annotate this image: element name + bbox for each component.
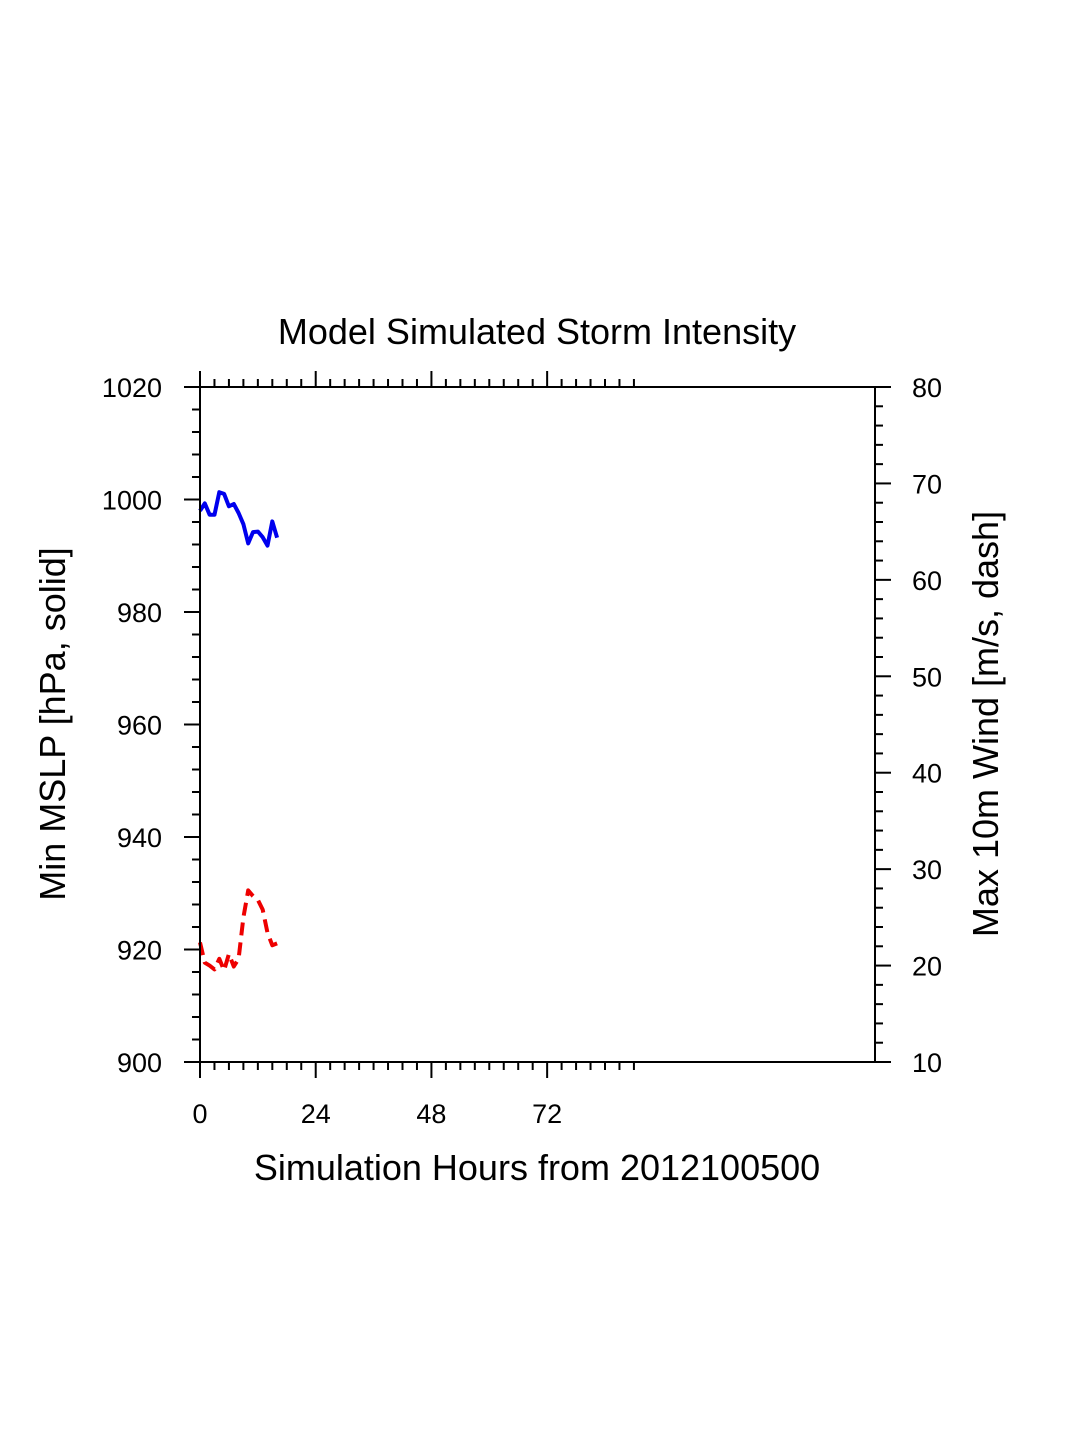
x-tick-label: 0 — [192, 1099, 207, 1129]
y-right-tick-label: 80 — [912, 373, 942, 403]
y-left-tick-label: 980 — [117, 598, 162, 628]
min-mslp-series-line — [198, 490, 280, 548]
y-left-tick-label: 940 — [117, 823, 162, 853]
x-axis-title: Simulation Hours from 2012100500 — [254, 1147, 820, 1188]
plot-frame — [199, 386, 876, 1063]
axis-ticks — [184, 371, 891, 1078]
x-tick-label: 48 — [416, 1099, 446, 1129]
y-left-tick-label: 1020 — [102, 373, 162, 403]
data-series — [198, 490, 280, 973]
x-tick-label: 72 — [532, 1099, 562, 1129]
y-right-tick-label: 30 — [912, 855, 942, 885]
max-wind-series-line — [198, 888, 278, 973]
y-right-tick-label: 60 — [912, 566, 942, 596]
y-right-tick-label: 70 — [912, 469, 942, 499]
y-axis-left-title: Min MSLP [hPa, solid] — [32, 547, 73, 901]
y-left-tick-label: 900 — [117, 1048, 162, 1078]
y-right-tick-label: 40 — [912, 759, 942, 789]
y-right-tick-label: 10 — [912, 1048, 942, 1078]
chart-title: Model Simulated Storm Intensity — [278, 311, 796, 352]
y-axis-right-title: Max 10m Wind [m/s, dash] — [965, 511, 1006, 937]
x-tick-label: 24 — [301, 1099, 331, 1129]
y-left-tick-label: 920 — [117, 936, 162, 966]
axis-tick-labels: 0 24 48 72900920940960980100010201020304050… — [102, 373, 942, 1129]
y-right-tick-label: 50 — [912, 662, 942, 692]
y-right-tick-label: 20 — [912, 952, 942, 982]
y-left-tick-label: 960 — [117, 711, 162, 741]
y-left-tick-label: 1000 — [102, 486, 162, 516]
